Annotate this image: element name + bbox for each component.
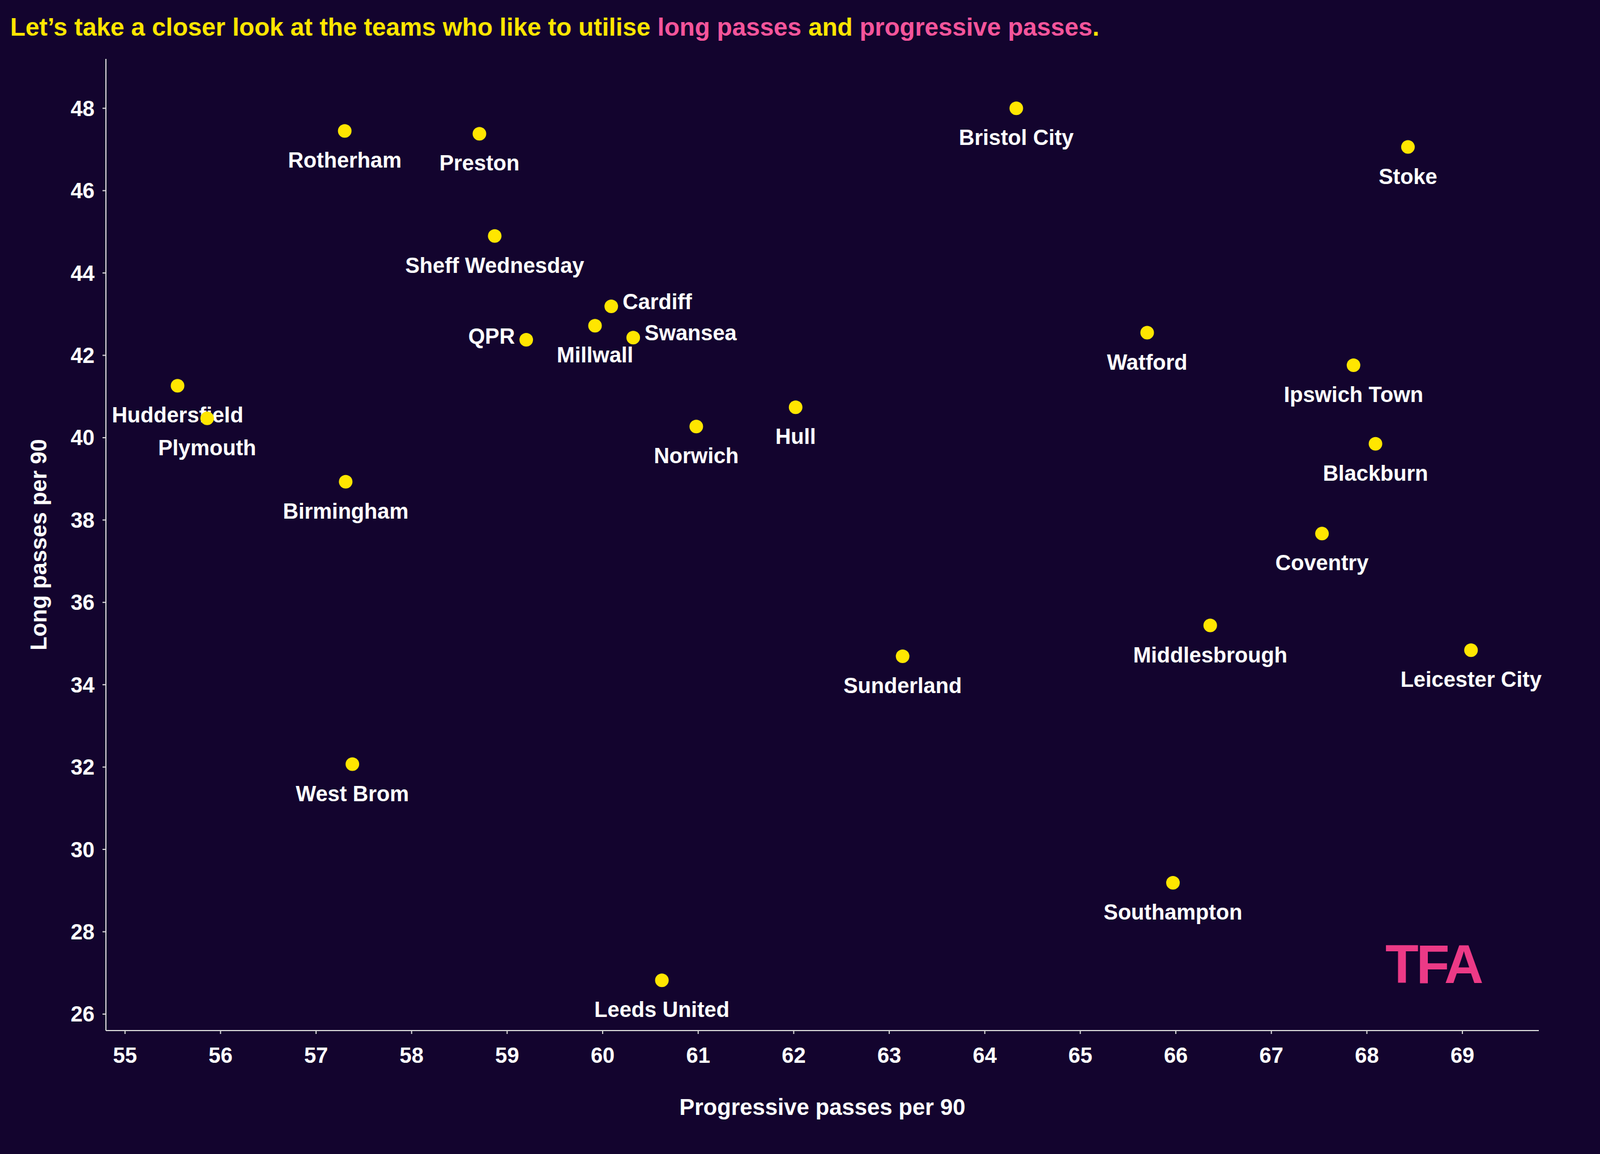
svg-text:26: 26 <box>70 1002 95 1027</box>
svg-text:58: 58 <box>399 1043 424 1068</box>
svg-text:Huddersfield: Huddersfield <box>111 403 243 428</box>
html-text:Long passes per 90: Long passes per 90 <box>26 439 51 651</box>
html-text:Progressive passes per 90: Progressive passes per 90 <box>679 1094 966 1120</box>
svg-text:46: 46 <box>70 178 95 203</box>
svg-text:Stoke: Stoke <box>1378 164 1437 189</box>
html-text:TFA: TFA <box>1385 933 1482 995</box>
svg-text:West Brom: West Brom <box>295 782 409 806</box>
svg-text:62: 62 <box>781 1043 806 1068</box>
svg-text:Watford: Watford <box>1106 350 1188 375</box>
svg-text:68: 68 <box>1354 1043 1379 1068</box>
svg-text:36: 36 <box>70 590 95 615</box>
svg-text:Norwich: Norwich <box>653 444 739 468</box>
svg-text:Hull: Hull <box>775 424 817 449</box>
svg-text:64: 64 <box>973 1043 997 1068</box>
svg-text:32: 32 <box>70 755 95 780</box>
svg-text:42: 42 <box>70 343 95 368</box>
svg-text:Middlesbrough: Middlesbrough <box>1133 643 1288 668</box>
svg-text:Cardiff: Cardiff <box>622 289 693 314</box>
svg-text:28: 28 <box>70 920 95 945</box>
svg-text:Southampton: Southampton <box>1103 900 1243 925</box>
svg-text:Leicester City: Leicester City <box>1400 667 1542 692</box>
svg-text:67: 67 <box>1259 1043 1284 1068</box>
svg-text:Millwall: Millwall <box>556 343 634 368</box>
html-text:Let’s take a closer look at th: Let’s take a closer look at the teams wh… <box>10 13 1100 41</box>
svg-text:55: 55 <box>113 1043 138 1068</box>
svg-text:44: 44 <box>70 261 95 286</box>
svg-text:59: 59 <box>495 1043 519 1068</box>
svg-text:57: 57 <box>304 1043 328 1068</box>
svg-text:Preston: Preston <box>439 151 520 176</box>
svg-text:Leeds United: Leeds United <box>594 997 730 1022</box>
svg-text:60: 60 <box>590 1043 615 1068</box>
svg-text:63: 63 <box>877 1043 902 1068</box>
svg-text:56: 56 <box>208 1043 233 1068</box>
svg-text:40: 40 <box>70 425 95 450</box>
svg-text:Rotherham: Rotherham <box>287 148 402 173</box>
svg-text:48: 48 <box>70 96 95 121</box>
svg-text:69: 69 <box>1450 1043 1475 1068</box>
svg-text:Birmingham: Birmingham <box>283 499 409 524</box>
svg-text:34: 34 <box>70 673 95 698</box>
svg-text:Plymouth: Plymouth <box>158 436 256 460</box>
svg-text:38: 38 <box>70 508 95 533</box>
svg-text:Sheff Wednesday: Sheff Wednesday <box>404 253 584 278</box>
svg-text:65: 65 <box>1068 1043 1092 1068</box>
svg-text:66: 66 <box>1163 1043 1188 1068</box>
svg-text:Bristol City: Bristol City <box>958 125 1074 150</box>
svg-text:61: 61 <box>686 1043 711 1068</box>
svg-text:Coventry: Coventry <box>1275 551 1369 575</box>
svg-text:Sunderland: Sunderland <box>843 673 962 698</box>
svg-text:Ipswich Town: Ipswich Town <box>1283 382 1424 407</box>
svg-text:Swansea: Swansea <box>644 321 738 345</box>
svg-text:Blackburn: Blackburn <box>1323 461 1429 486</box>
svg-text:30: 30 <box>70 838 95 863</box>
svg-text:QPR: QPR <box>468 324 515 349</box>
